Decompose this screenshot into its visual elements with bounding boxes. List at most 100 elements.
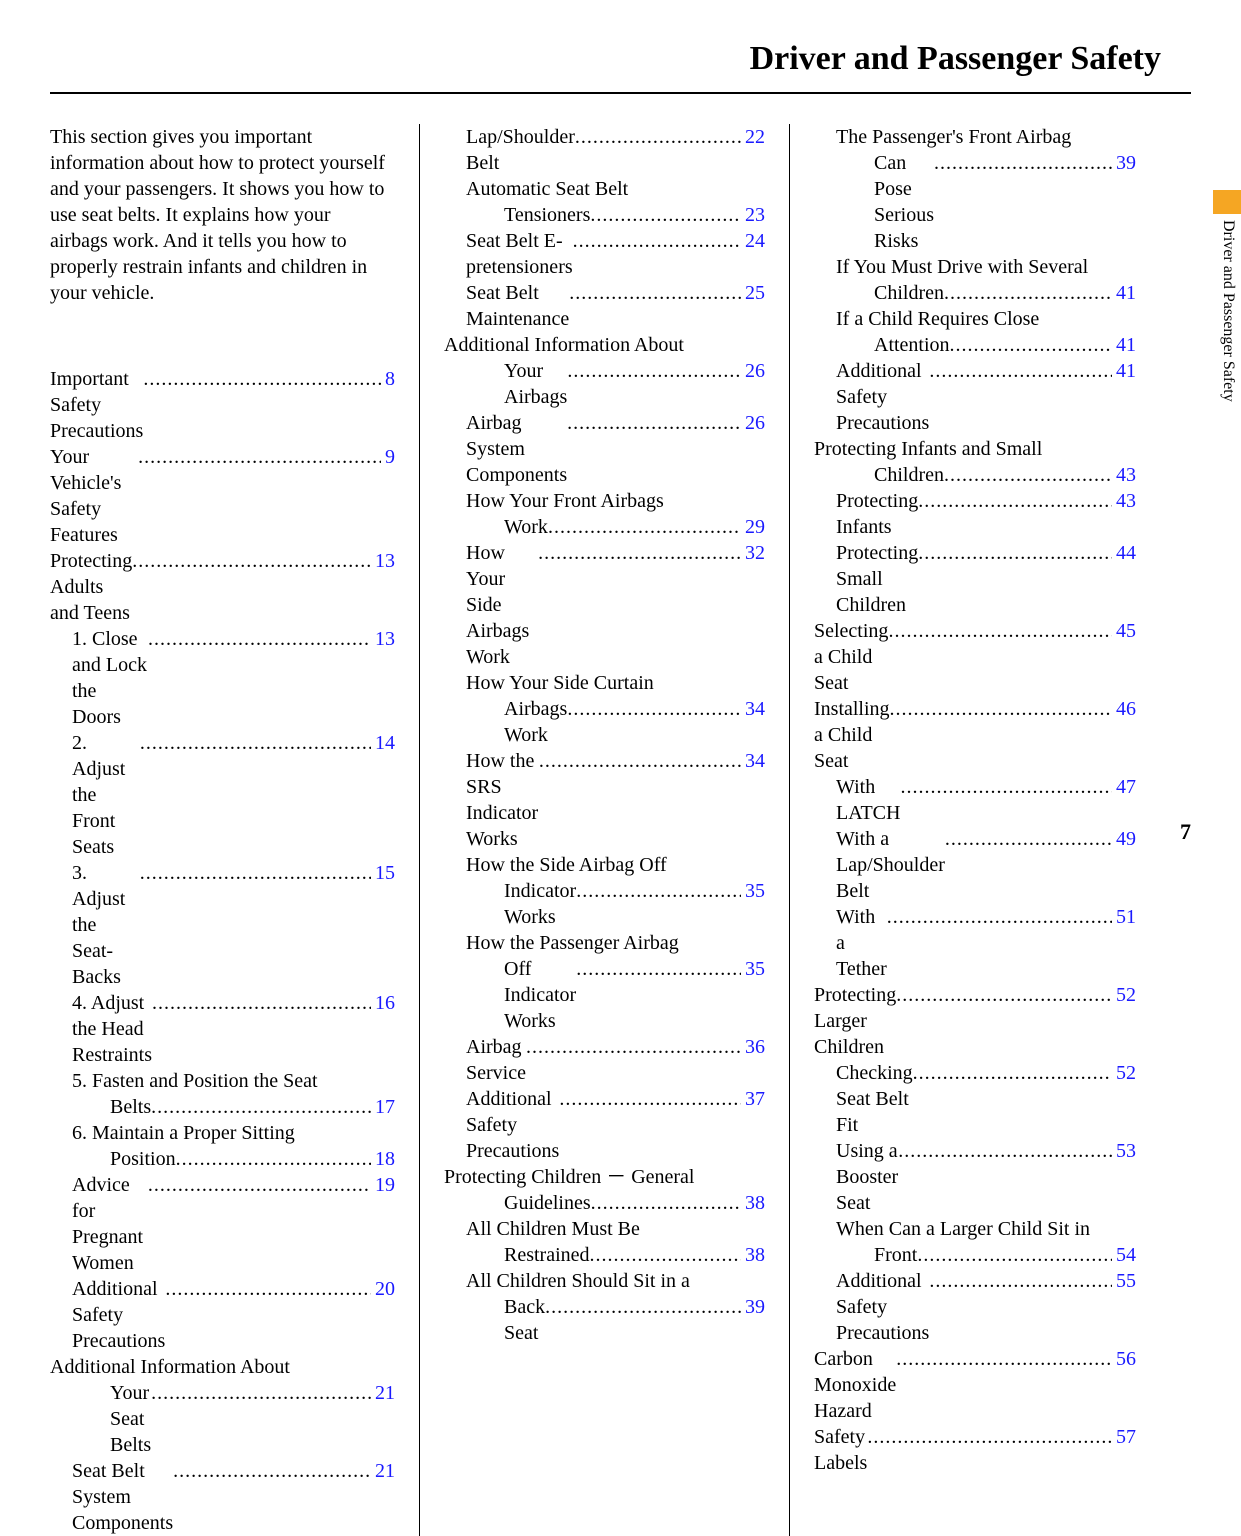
toc-page-number[interactable]: 49 [1112,826,1136,852]
toc-page-number[interactable]: 22 [741,124,765,150]
toc-entry[interactable]: Additional Safety Precautions20 [50,1276,395,1354]
toc-page-number[interactable]: 19 [371,1172,395,1198]
toc-page-number[interactable]: 32 [741,540,765,566]
toc-page-number[interactable]: 9 [381,444,395,470]
toc-entry[interactable]: Selecting a Child Seat45 [814,618,1136,696]
toc-entry[interactable]: Important Safety Precautions8 [50,366,395,444]
toc-entry[interactable]: Seat Belt E-pretensioners24 [444,228,765,280]
toc-entry[interactable]: If You Must Drive with SeveralChildren41 [814,254,1136,306]
toc-page-number[interactable]: 37 [741,1086,765,1112]
toc-entry[interactable]: All Children Should Sit in aBack Seat39 [444,1268,765,1346]
toc-page-number[interactable]: 23 [741,202,765,228]
toc-entry[interactable]: Carbon Monoxide Hazard56 [814,1346,1136,1424]
toc-entry[interactable]: 3. Adjust the Seat-Backs15 [50,860,395,990]
toc-entry[interactable]: Protecting Infants43 [814,488,1136,540]
toc-page-number[interactable]: 39 [1112,150,1136,176]
toc-entry[interactable]: How Your Front AirbagsWork29 [444,488,765,540]
toc-page-number[interactable]: 25 [741,280,765,306]
toc-page-number[interactable]: 34 [741,696,765,722]
toc-entry[interactable]: With LATCH 47 [814,774,1136,826]
toc-entry[interactable]: 5. Fasten and Position the SeatBelts17 [50,1068,395,1120]
toc-page-number[interactable]: 41 [1112,280,1136,306]
toc-entry[interactable]: All Children Must BeRestrained38 [444,1216,765,1268]
toc-entry[interactable]: Installing a Child Seat46 [814,696,1136,774]
toc-page-number[interactable]: 17 [371,1094,395,1120]
toc-entry[interactable]: Protecting Adults and Teens13 [50,548,395,626]
toc-page-number[interactable]: 41 [1112,358,1136,384]
toc-page-number[interactable]: 13 [371,626,395,652]
toc-entry[interactable]: Your Vehicle's Safety Features9 [50,444,395,548]
toc-title: With LATCH [836,774,900,826]
toc-entry[interactable]: Airbag Service36 [444,1034,765,1086]
toc-entry[interactable]: Protecting Children － GeneralGuidelines3… [444,1164,765,1216]
toc-entry[interactable]: How Your Side Airbags Work32 [444,540,765,670]
toc-page-number[interactable]: 35 [741,956,765,982]
toc-entry[interactable]: How the SRS Indicator Works34 [444,748,765,852]
toc-entry[interactable]: 2. Adjust the Front Seats14 [50,730,395,860]
toc-entry[interactable]: How Your Side CurtainAirbags Work34 [444,670,765,748]
toc-page-number[interactable]: 53 [1112,1138,1136,1164]
toc-page-number[interactable]: 51 [1112,904,1136,930]
toc-page-number[interactable]: 52 [1112,1060,1136,1086]
toc-entry[interactable]: Protecting Small Children44 [814,540,1136,618]
toc-entry[interactable]: Additional Information AboutYour Airbags… [444,332,765,410]
toc-entry[interactable]: With a Tether51 [814,904,1136,982]
toc-page-number[interactable]: 16 [371,990,395,1016]
toc-page-number[interactable]: 26 [741,358,765,384]
toc-entry[interactable]: 4. Adjust the Head Restraints16 [50,990,395,1068]
toc-page-number[interactable]: 34 [741,748,765,774]
toc-entry[interactable]: Automatic Seat BeltTensioners23 [444,176,765,228]
toc-entry[interactable]: Safety Labels57 [814,1424,1136,1476]
toc-entry[interactable]: Protecting Larger Children52 [814,982,1136,1060]
toc-entry[interactable]: Additional Safety Precautions37 [444,1086,765,1164]
toc-entry[interactable]: Checking Seat Belt Fit52 [814,1060,1136,1138]
toc-page-number[interactable]: 14 [371,730,395,756]
toc-page-number[interactable]: 43 [1112,488,1136,514]
toc-page-number[interactable]: 15 [371,860,395,886]
toc-page-number[interactable]: 38 [741,1242,765,1268]
toc-page-number[interactable]: 56 [1112,1346,1136,1372]
toc-page-number[interactable]: 18 [371,1146,395,1172]
toc-leader [896,982,1112,1008]
toc-page-number[interactable]: 45 [1112,618,1136,644]
toc-entry[interactable]: 6. Maintain a Proper SittingPosition18 [50,1120,395,1172]
toc-page-number[interactable]: 8 [381,366,395,392]
toc-page-number[interactable]: 41 [1112,332,1136,358]
toc-entry[interactable]: Seat Belt System Components21 [50,1458,395,1536]
toc-entry[interactable]: Additional Safety Precautions41 [814,358,1136,436]
toc-page-number[interactable]: 57 [1112,1424,1136,1450]
toc-entry[interactable]: If a Child Requires CloseAttention41 [814,306,1136,358]
toc-entry[interactable]: Using a Booster Seat53 [814,1138,1136,1216]
toc-page-number[interactable]: 13 [371,548,395,574]
toc-entry[interactable]: Additional Safety Precautions55 [814,1268,1136,1346]
toc-entry[interactable]: With a Lap/Shoulder Belt49 [814,826,1136,904]
toc-page-number[interactable]: 21 [371,1380,395,1406]
toc-page-number[interactable]: 36 [741,1034,765,1060]
toc-page-number[interactable]: 44 [1112,540,1136,566]
toc-entry[interactable]: Lap/Shoulder Belt22 [444,124,765,176]
toc-page-number[interactable]: 24 [741,228,765,254]
toc-page-number[interactable]: 29 [741,514,765,540]
toc-entry[interactable]: Airbag System Components26 [444,410,765,488]
toc-page-number[interactable]: 46 [1112,696,1136,722]
toc-page-number[interactable]: 39 [741,1294,765,1320]
toc-entry[interactable]: How the Passenger AirbagOff Indicator Wo… [444,930,765,1034]
toc-page-number[interactable]: 55 [1112,1268,1136,1294]
toc-page-number[interactable]: 52 [1112,982,1136,1008]
toc-page-number[interactable]: 20 [371,1276,395,1302]
toc-entry[interactable]: How the Side Airbag OffIndicator Works35 [444,852,765,930]
toc-page-number[interactable]: 35 [741,878,765,904]
toc-page-number[interactable]: 54 [1112,1242,1136,1268]
toc-entry[interactable]: The Passenger's Front AirbagCan Pose Ser… [814,124,1136,254]
toc-entry[interactable]: Protecting Infants and SmallChildren43 [814,436,1136,488]
toc-entry[interactable]: Seat Belt Maintenance25 [444,280,765,332]
toc-entry[interactable]: When Can a Larger Child Sit inFront54 [814,1216,1136,1268]
toc-entry[interactable]: Additional Information AboutYour Seat Be… [50,1354,395,1458]
toc-entry[interactable]: Advice for Pregnant Women19 [50,1172,395,1276]
toc-page-number[interactable]: 21 [371,1458,395,1484]
toc-entry[interactable]: 1. Close and Lock the Doors13 [50,626,395,730]
toc-page-number[interactable]: 26 [741,410,765,436]
toc-page-number[interactable]: 43 [1112,462,1136,488]
toc-page-number[interactable]: 47 [1112,774,1136,800]
toc-page-number[interactable]: 38 [741,1190,765,1216]
